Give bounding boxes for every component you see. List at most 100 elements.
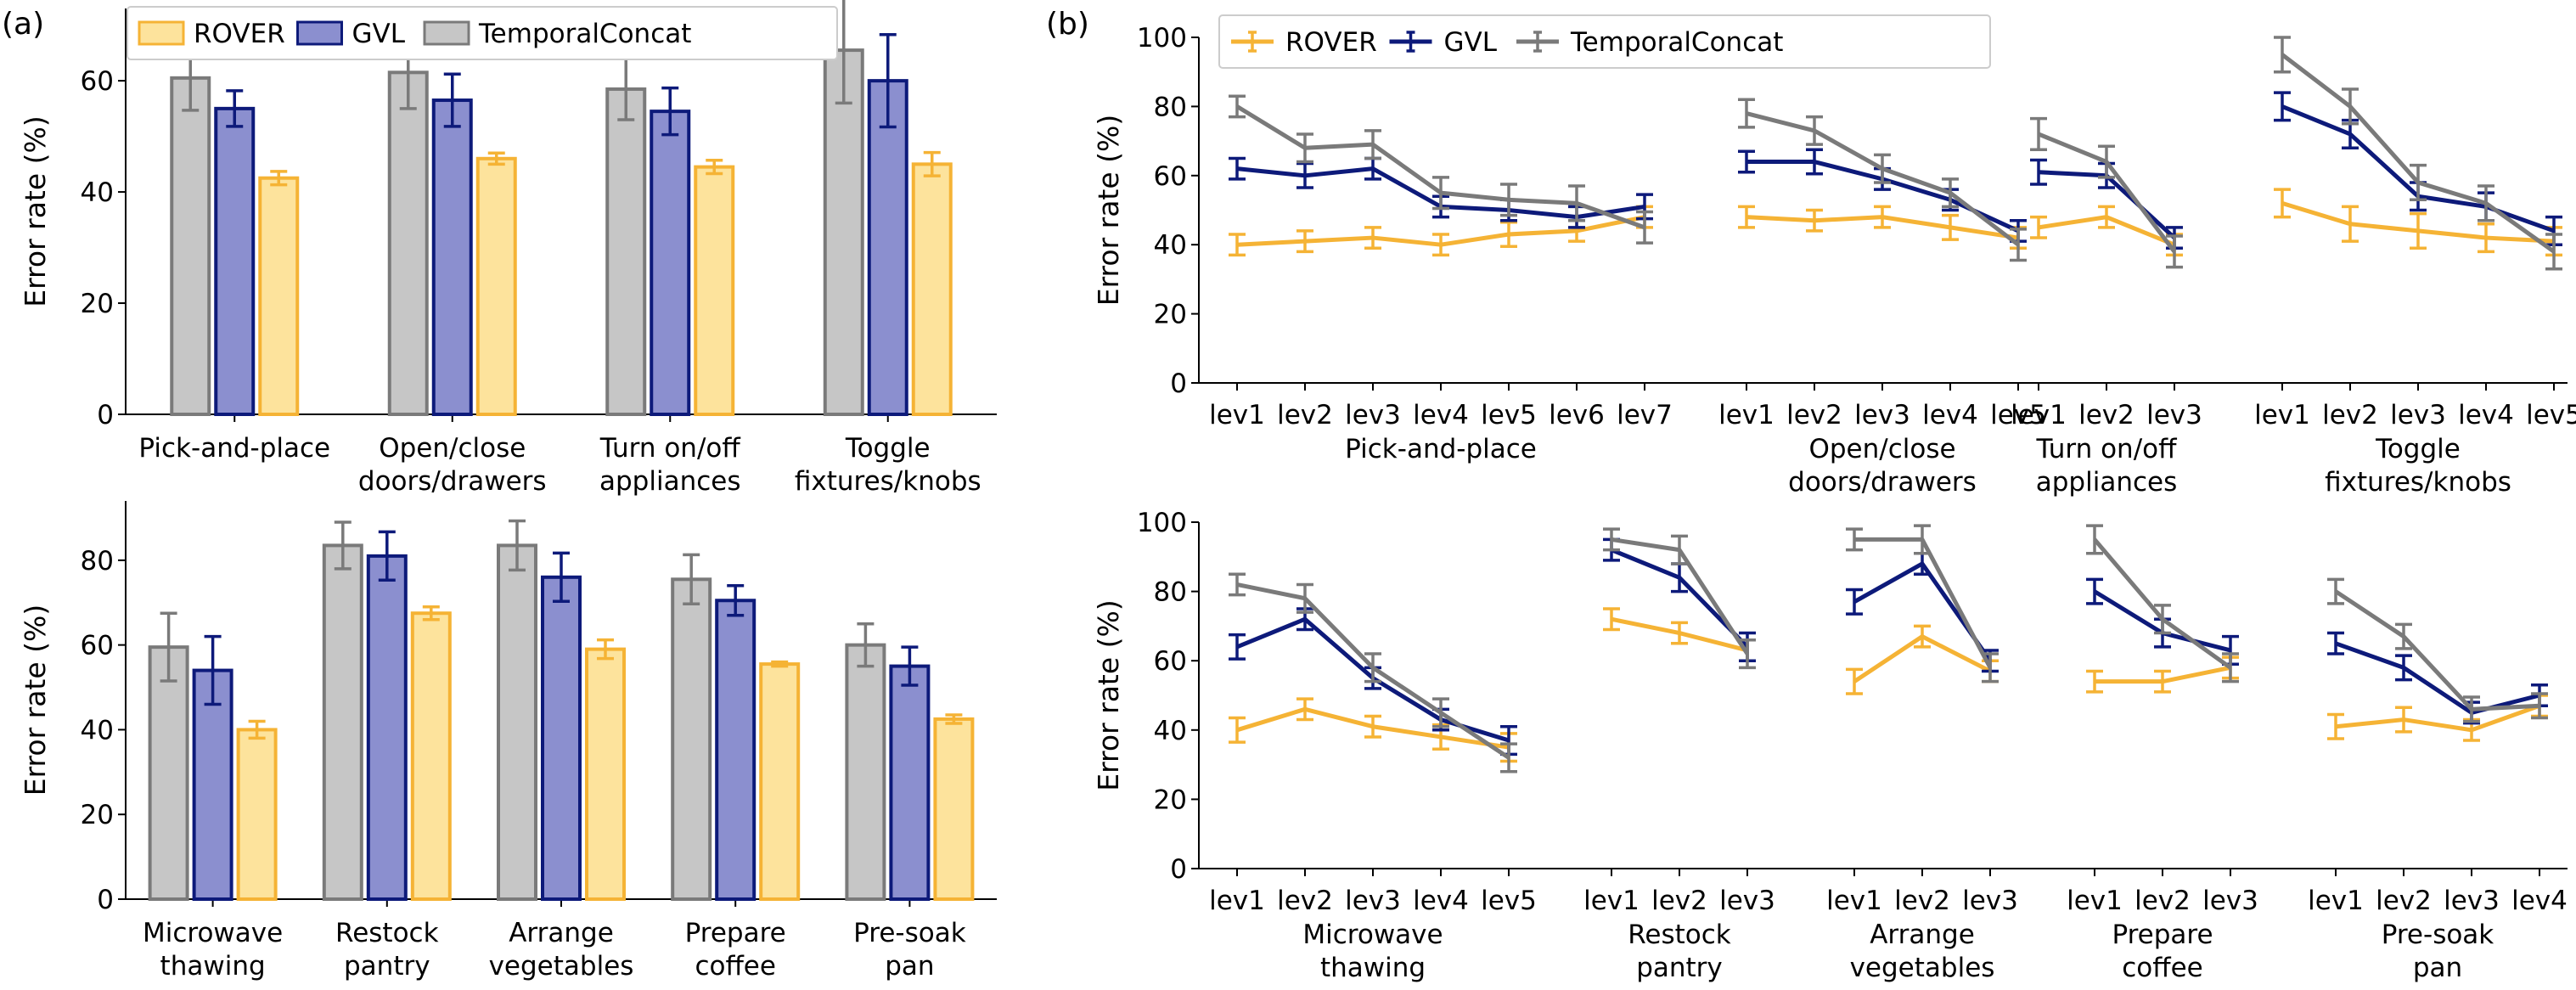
x-tick-label: lev2 <box>1277 886 1333 916</box>
legend-box <box>1218 14 1991 69</box>
bar-temporalconcat <box>497 543 537 901</box>
bar-rover <box>236 728 278 901</box>
bar-temporalconcat <box>170 76 211 417</box>
legend-swatch-rover <box>138 20 185 46</box>
group-label: Pick-and-place <box>1345 434 1537 464</box>
x-tick-label: lev3 <box>1854 400 1910 430</box>
x-tick-label: lev1 <box>1209 886 1265 916</box>
y-tick-label: 0 <box>97 400 114 430</box>
x-tick-label: Turn on/off <box>599 433 741 464</box>
x-tick-label: lev4 <box>2458 400 2514 430</box>
bar-rover <box>933 717 975 902</box>
x-tick-label: lev5 <box>1481 400 1537 430</box>
x-tick-label: lev3 <box>2146 400 2202 430</box>
bar-temporalconcat <box>823 48 864 416</box>
x-tick-label: lev4 <box>1413 886 1469 916</box>
x-tick-label: lev1 <box>2308 886 2364 916</box>
group-label: Arrange <box>1870 920 1975 950</box>
x-tick-label: lev3 <box>2390 400 2446 430</box>
panel-label-b: (b) <box>1046 7 1089 42</box>
x-tick-label: lev1 <box>2067 886 2123 916</box>
group-label: Toggle <box>2375 434 2461 464</box>
legend-label-gvl: GVL <box>352 19 406 49</box>
x-tick-label: lev1 <box>1826 886 1882 916</box>
group-label: Prepare <box>2112 920 2213 950</box>
x-tick-label: appliances <box>599 466 741 497</box>
legend-label-rover: ROVER <box>1285 27 1377 58</box>
x-tick-label: Restock <box>335 918 439 948</box>
series-line-temporalconcat <box>2334 589 2540 712</box>
x-tick-label: lev2 <box>1894 886 1950 916</box>
x-tick-label: doors/drawers <box>358 466 547 497</box>
y-tick-label: 60 <box>81 631 114 661</box>
x-tick-label: lev2 <box>1277 400 1333 430</box>
group-label: fixtures/knobs <box>2325 467 2511 498</box>
group-label: thawing <box>1320 953 1426 983</box>
x-tick-label: lev5 <box>2526 400 2576 430</box>
legend-swatch-temporalconcat <box>423 20 470 46</box>
legend-label-rover: ROVER <box>194 19 285 49</box>
x-tick-label: pan <box>885 951 934 982</box>
x-tick-label: lev2 <box>2376 886 2432 916</box>
bar-gvl <box>541 575 582 902</box>
plot-layer: 0 20 40 60 Error rate (%) Pick-and-place Open/… <box>19 0 2576 983</box>
x-tick-label: Microwave <box>143 918 283 948</box>
bar-rover <box>585 647 626 902</box>
legend-label-gvl: GVL <box>1444 27 1498 58</box>
x-tick-label: coffee <box>695 951 776 982</box>
x-tick-label: lev2 <box>2078 400 2134 430</box>
bar-temporalconcat <box>322 543 363 901</box>
group-label: vegetables <box>1850 953 1995 983</box>
y-tick-label: 40 <box>81 177 114 208</box>
x-tick-label: fixtures/knobs <box>795 466 981 497</box>
group-label: pan <box>2413 953 2462 983</box>
group-label: Restock <box>1628 920 1731 950</box>
bar-gvl <box>715 599 756 901</box>
bar-gvl <box>431 98 473 416</box>
x-tick-label: lev3 <box>2444 886 2500 916</box>
bar-temporalconcat <box>387 70 429 417</box>
x-tick-label: lev5 <box>1481 886 1537 916</box>
group-label: doors/drawers <box>1788 467 1977 498</box>
y-tick-label: 40 <box>1154 716 1187 746</box>
legend-swatch-gvl <box>296 20 343 46</box>
bar-rover <box>258 176 300 416</box>
y-tick-label: 100 <box>1137 23 1187 53</box>
legend-label-temporalconcat: TemporalConcat <box>478 19 691 49</box>
series-line-gvl <box>2335 641 2540 715</box>
bar-temporalconcat <box>671 577 712 901</box>
x-tick-label: lev4 <box>1413 400 1469 430</box>
y-tick-label: 60 <box>81 66 114 97</box>
group-label: appliances <box>2036 467 2178 498</box>
group-label: pantry <box>1636 953 1723 983</box>
group-label: Open/close <box>1808 434 1955 464</box>
x-tick-label: lev1 <box>1209 400 1265 430</box>
y-tick-label: 0 <box>97 885 114 915</box>
x-tick-label: lev4 <box>1922 400 1978 430</box>
x-tick-label: lev3 <box>1345 400 1401 430</box>
bar-temporalconcat <box>845 643 886 901</box>
x-tick-label: lev7 <box>1617 400 1673 430</box>
y-tick-label: 20 <box>81 289 114 319</box>
x-tick-label: lev3 <box>2202 886 2258 916</box>
y-tick-label: 0 <box>1170 854 1187 885</box>
y-tick-label: 80 <box>1154 577 1187 608</box>
x-tick-label: lev2 <box>2322 400 2378 430</box>
x-tick-label: Toggle <box>845 433 931 464</box>
y-tick-label: 0 <box>1170 368 1187 399</box>
x-tick-label: lev4 <box>2511 886 2568 916</box>
legend-box <box>127 6 838 60</box>
bar-rover <box>759 662 801 902</box>
bar-rover <box>911 162 953 416</box>
x-tick-label: lev2 <box>1651 886 1707 916</box>
y-tick-label: 20 <box>1154 300 1187 330</box>
bar-temporalconcat <box>148 645 189 902</box>
bar-gvl <box>650 110 691 416</box>
y-tick-label: 20 <box>81 800 114 830</box>
x-tick-label: lev2 <box>2134 886 2191 916</box>
x-tick-label: lev1 <box>1718 400 1775 430</box>
x-tick-label: lev1 <box>1583 886 1640 916</box>
y-tick-label: 80 <box>81 546 114 577</box>
y-tick-label: 100 <box>1137 508 1187 538</box>
